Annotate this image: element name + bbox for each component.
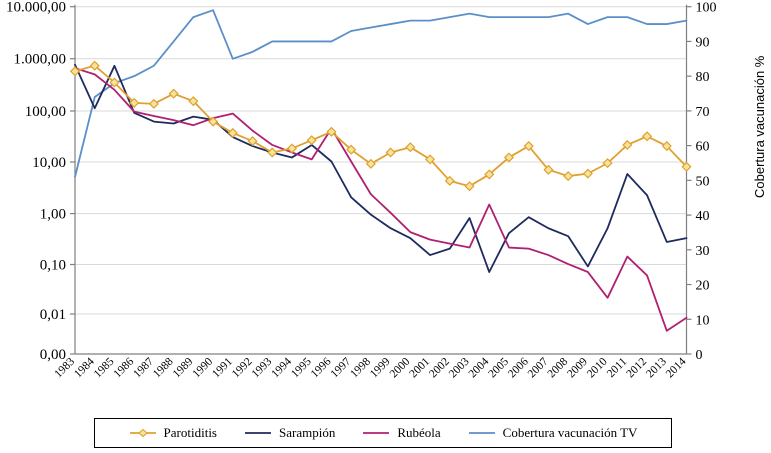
svg-text:1,00: 1,00 bbox=[40, 207, 66, 223]
svg-text:30: 30 bbox=[696, 244, 710, 259]
svg-text:90: 90 bbox=[696, 35, 710, 50]
svg-text:50: 50 bbox=[696, 174, 710, 189]
svg-text:0,00: 0,00 bbox=[40, 347, 66, 363]
svg-text:40: 40 bbox=[696, 209, 710, 224]
svg-text:0,10: 0,10 bbox=[40, 258, 66, 274]
svg-text:20: 20 bbox=[696, 279, 710, 294]
svg-text:60: 60 bbox=[696, 140, 710, 155]
svg-text:0: 0 bbox=[696, 348, 703, 363]
svg-text:100,00: 100,00 bbox=[25, 104, 66, 120]
svg-text:10: 10 bbox=[696, 313, 710, 328]
svg-text:10.000,00: 10.000,00 bbox=[6, 0, 66, 16]
svg-text:100: 100 bbox=[696, 1, 717, 16]
svg-text:10,00: 10,00 bbox=[32, 155, 66, 171]
svg-text:1.000,00: 1.000,00 bbox=[14, 52, 67, 68]
svg-text:70: 70 bbox=[696, 105, 710, 120]
svg-text:0,01: 0,01 bbox=[40, 307, 66, 323]
svg-text:80: 80 bbox=[696, 70, 710, 85]
